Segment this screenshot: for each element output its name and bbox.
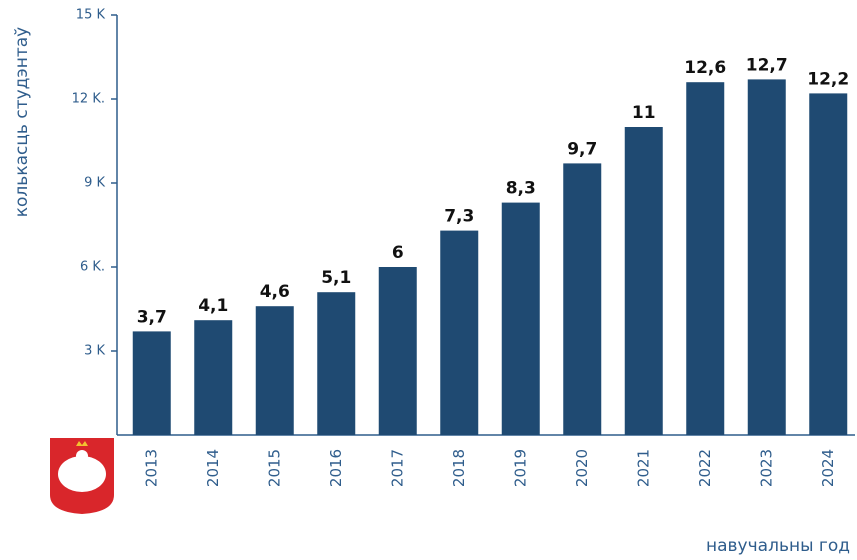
x-tick-label: 2019	[511, 449, 529, 487]
value-label: 7,3	[444, 207, 474, 227]
x-tick-label: 2020	[573, 449, 591, 487]
x-tick-label: 2018	[450, 449, 468, 487]
value-label: 12,2	[807, 69, 849, 89]
bar	[748, 79, 786, 435]
x-tick-label: 2024	[819, 449, 837, 487]
value-label: 8,3	[506, 179, 536, 199]
bar	[625, 127, 663, 435]
value-label: 4,6	[260, 282, 290, 302]
x-tick-label: 2023	[757, 449, 775, 487]
value-label: 12,7	[746, 55, 788, 75]
value-label: 9,7	[567, 139, 597, 159]
bar	[809, 93, 847, 435]
value-label: 11	[632, 103, 656, 123]
x-tick-label: 2014	[204, 449, 222, 487]
bar	[502, 203, 540, 435]
bar	[563, 163, 601, 435]
bar	[317, 292, 355, 435]
x-axis-title: навучальны год	[706, 536, 850, 556]
value-label: 5,1	[321, 268, 351, 288]
y-tick-label: 15 K	[76, 8, 106, 23]
y-tick-label: 12 K.	[72, 92, 105, 107]
value-label: 3,7	[137, 307, 167, 327]
bar	[686, 82, 724, 435]
x-tick-label: 2022	[696, 449, 714, 487]
x-tick-label: 2017	[388, 449, 406, 487]
x-tick-label: 2016	[327, 449, 345, 487]
value-label: 6	[392, 243, 404, 263]
y-tick-label: 9 K	[84, 176, 105, 191]
bar	[440, 231, 478, 435]
value-label: 12,6	[684, 58, 726, 78]
y-axis-title: колькасць студэнтаў	[12, 27, 32, 217]
y-tick-label: 3 K	[84, 344, 105, 359]
emblem	[50, 438, 114, 514]
x-tick-label: 2013	[142, 449, 160, 487]
chart: колькасць студэнтаў навучальны год 3 K 6 …	[0, 0, 857, 560]
bar	[379, 267, 417, 435]
value-label: 4,1	[198, 296, 228, 316]
y-tick-label: 6 K.	[80, 260, 105, 275]
x-tick-label: 2021	[634, 449, 652, 487]
bar	[194, 320, 232, 435]
bar	[133, 331, 171, 435]
bar	[256, 306, 294, 435]
x-tick-label: 2015	[265, 449, 283, 487]
